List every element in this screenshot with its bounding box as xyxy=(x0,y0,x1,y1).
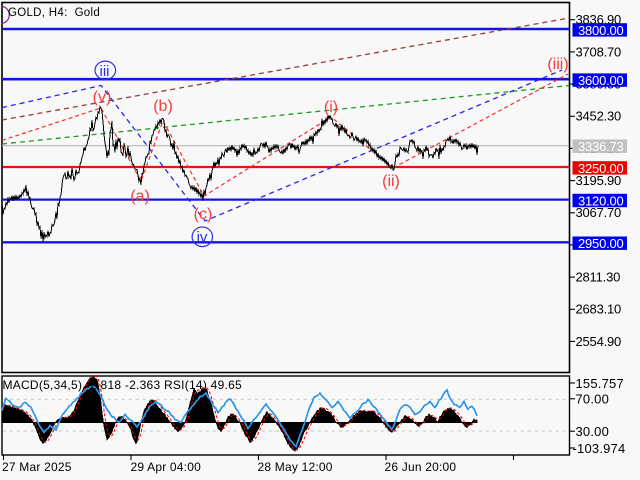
svg-text:3800.00: 3800.00 xyxy=(578,23,624,38)
svg-text:MACD(5,34,5) -2.818 -2.363 RSI: MACD(5,34,5) -2.818 -2.363 RSI(14) 49.65 xyxy=(3,378,243,392)
svg-text:-103.974: -103.974 xyxy=(573,441,626,456)
svg-text:3250.00: 3250.00 xyxy=(578,161,624,176)
svg-text:28 May 12:00: 28 May 12:00 xyxy=(258,460,333,474)
svg-text:(c): (c) xyxy=(194,206,213,223)
svg-text:(ii): (ii) xyxy=(382,173,400,190)
svg-text:155.757: 155.757 xyxy=(576,376,624,391)
svg-text:29 Apr 04:00: 29 Apr 04:00 xyxy=(131,460,202,474)
svg-text:iii: iii xyxy=(100,63,110,80)
svg-text:2683.10: 2683.10 xyxy=(576,302,622,317)
svg-text:3600.00: 3600.00 xyxy=(578,73,624,88)
svg-text:3336.73: 3336.73 xyxy=(578,139,624,154)
svg-text:3067.70: 3067.70 xyxy=(576,205,622,220)
svg-text:2811.30: 2811.30 xyxy=(576,270,621,285)
svg-text:3195.90: 3195.90 xyxy=(576,173,622,188)
svg-text:GOLD, H4: Gold: GOLD, H4: Gold xyxy=(8,7,100,19)
svg-text:(iii): (iii) xyxy=(547,56,568,73)
svg-text:iv: iv xyxy=(197,229,208,246)
svg-text:70.00: 70.00 xyxy=(576,392,610,407)
svg-text:(a): (a) xyxy=(130,188,150,205)
svg-text:3120.00: 3120.00 xyxy=(578,193,624,208)
svg-text:26 Jun 20:00: 26 Jun 20:00 xyxy=(385,460,457,474)
svg-text:(b): (b) xyxy=(153,98,173,115)
svg-text:(i): (i) xyxy=(324,99,338,116)
svg-text:2554.90: 2554.90 xyxy=(576,334,622,349)
svg-text:3452.30: 3452.30 xyxy=(576,109,622,124)
svg-text:3708.70: 3708.70 xyxy=(576,44,622,59)
svg-text:27 Mar 2025: 27 Mar 2025 xyxy=(2,460,72,474)
svg-text:2950.00: 2950.00 xyxy=(578,236,624,251)
svg-text:30.00: 30.00 xyxy=(576,424,610,439)
svg-text:(v): (v) xyxy=(93,89,112,106)
